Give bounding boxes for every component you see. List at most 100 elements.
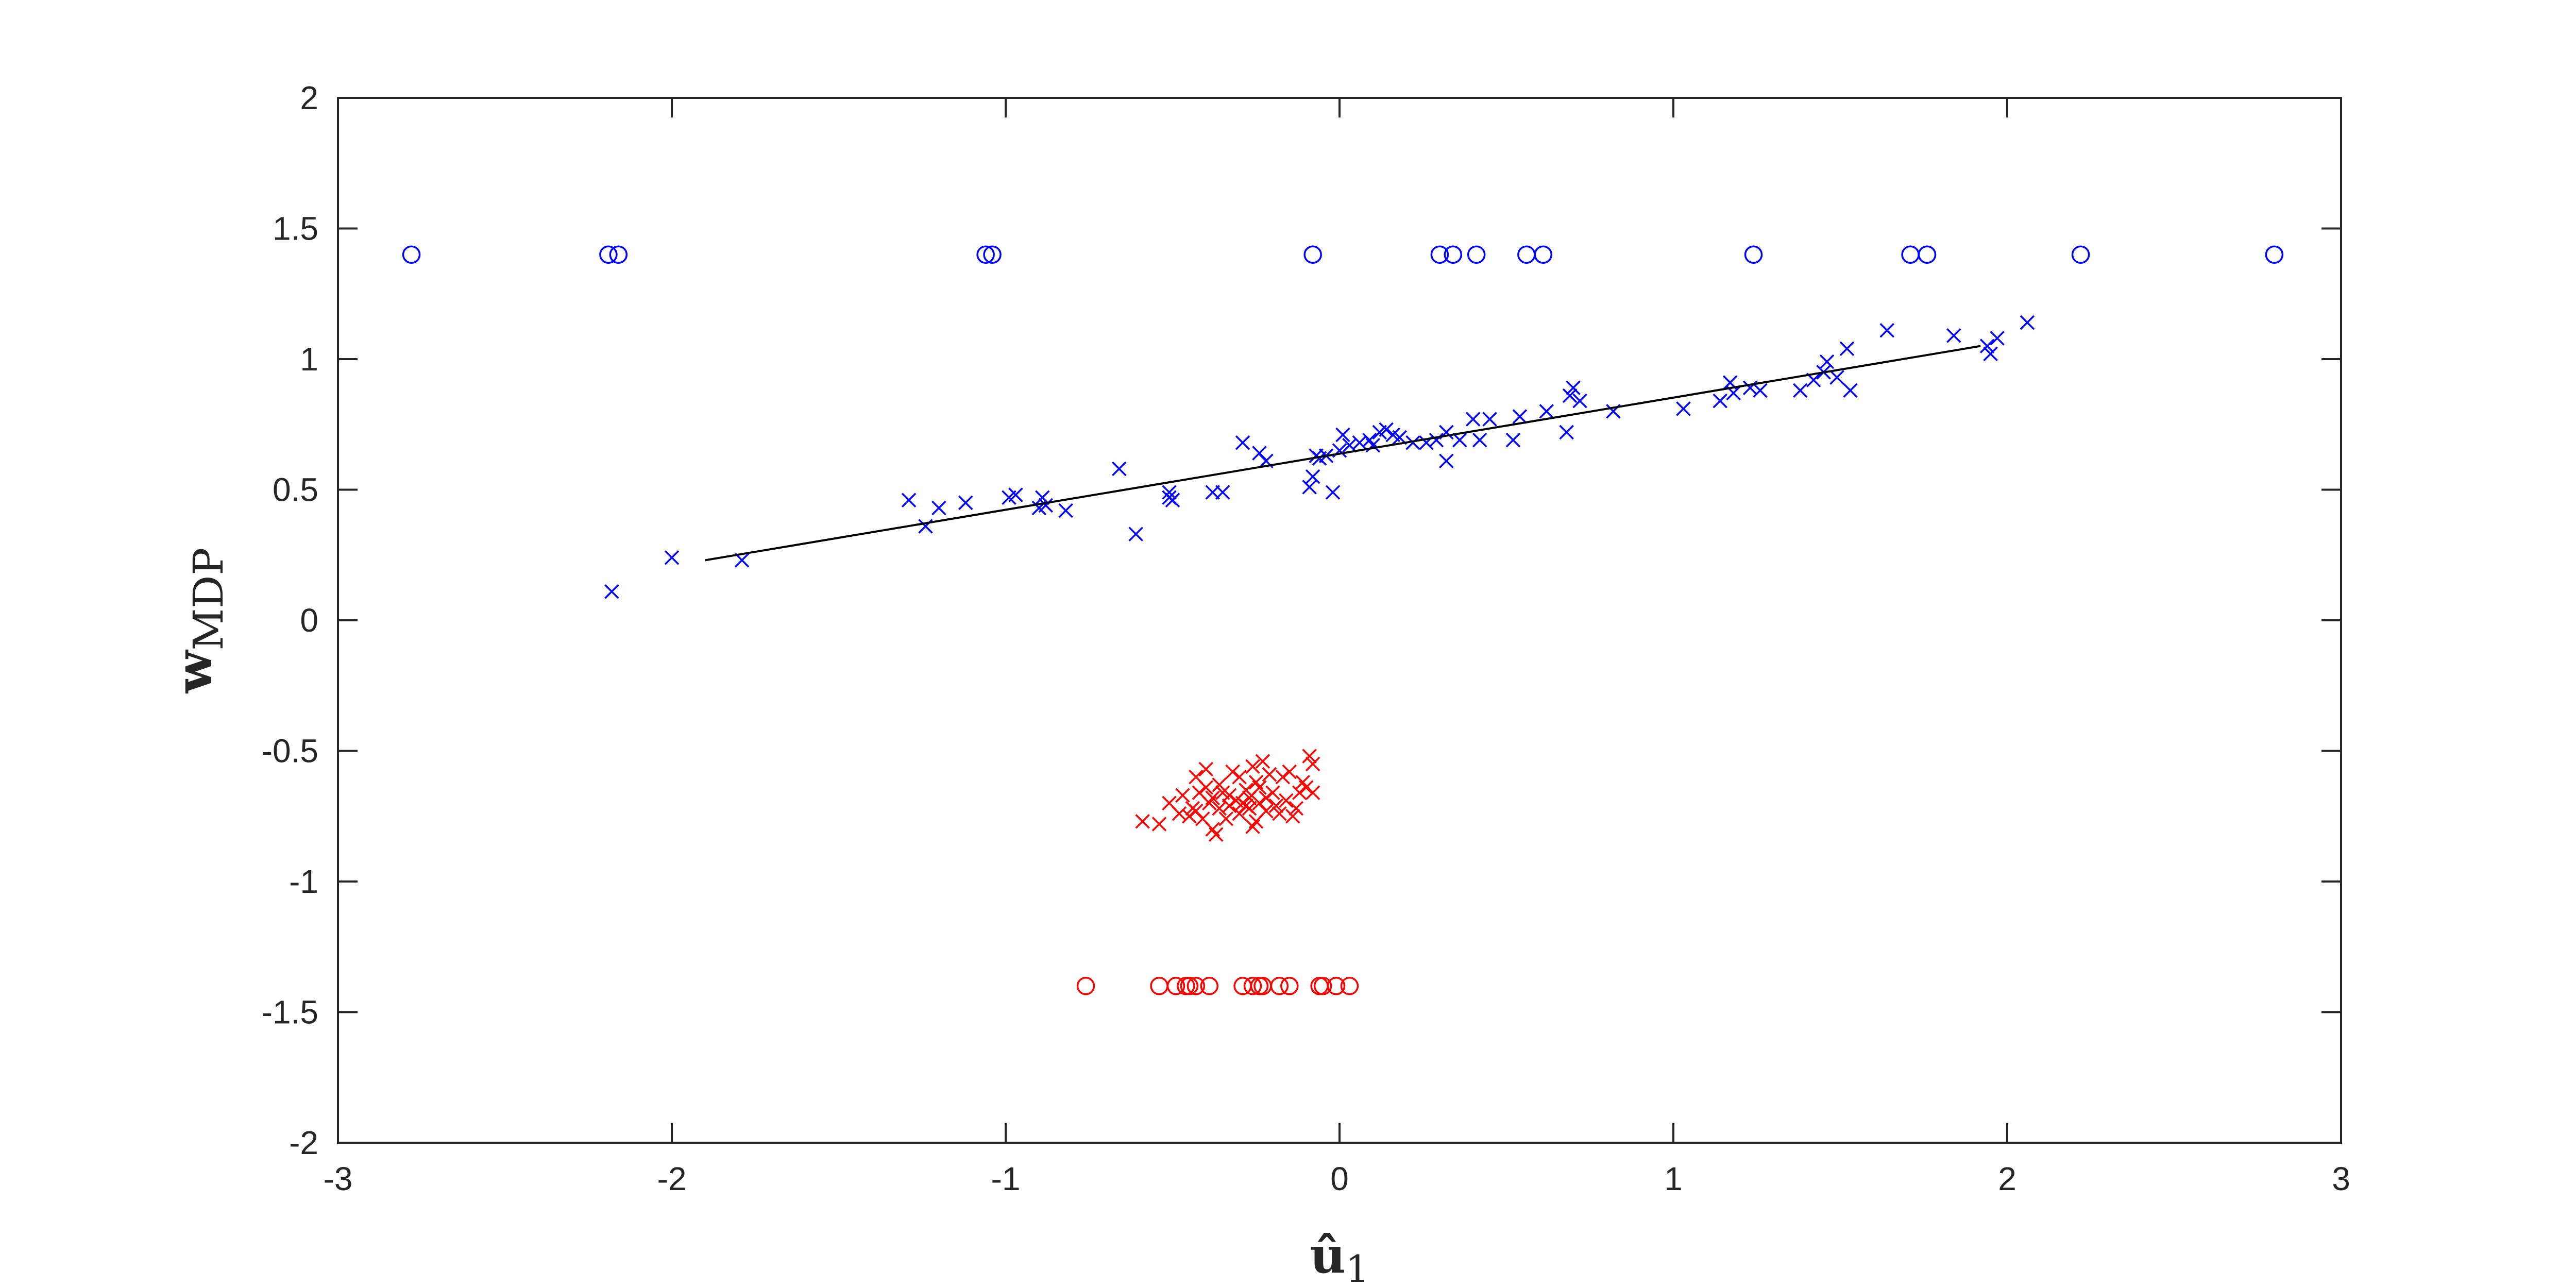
circle-point xyxy=(1280,977,1299,995)
x-point xyxy=(1753,383,1768,398)
x-point xyxy=(1222,788,1237,803)
circle-point xyxy=(1467,245,1486,264)
x-point xyxy=(958,495,973,511)
x-point xyxy=(1198,761,1214,777)
series-2-x xyxy=(1135,749,1320,842)
x-point xyxy=(1298,780,1314,795)
circle-point xyxy=(1076,977,1095,995)
x-point xyxy=(1222,798,1237,814)
axis-tick-labels: -3 -2 -1 0 1 2 3-2-1.5-1-0.500.511.52 xyxy=(262,79,2350,1197)
x-point xyxy=(1225,764,1240,779)
circle-point xyxy=(609,245,628,264)
x-point xyxy=(1292,785,1307,800)
x-point xyxy=(1135,814,1150,829)
circle-point xyxy=(2071,245,2090,264)
x-point xyxy=(931,500,946,516)
x-point xyxy=(1562,388,1578,403)
circle-point xyxy=(1243,977,1262,995)
x-point xyxy=(1429,432,1444,448)
circle-point xyxy=(1444,245,1463,264)
circle-point xyxy=(402,245,421,264)
x-point xyxy=(1245,819,1260,834)
circle-point xyxy=(2265,245,2284,264)
circle-point xyxy=(1303,245,1322,264)
circle-point xyxy=(1327,977,1346,995)
x-point xyxy=(1676,401,1691,416)
x-point xyxy=(1151,817,1167,832)
y-tick-label: 1.5 xyxy=(273,210,318,247)
x-point xyxy=(1879,323,1894,338)
x-point xyxy=(1198,780,1214,795)
x-point xyxy=(901,493,917,508)
circle-point xyxy=(1270,977,1289,995)
y-tick-label: -1 xyxy=(289,863,318,900)
x-point xyxy=(1572,393,1587,409)
x-point xyxy=(1218,811,1233,826)
x-point xyxy=(1275,769,1291,785)
x-point xyxy=(1038,498,1053,513)
x-point xyxy=(1232,769,1247,785)
x-point xyxy=(1405,435,1420,450)
x-point xyxy=(664,550,680,565)
x-point xyxy=(1212,801,1227,816)
x-point xyxy=(1285,809,1300,824)
circle-point xyxy=(1166,977,1185,995)
x-point xyxy=(1793,383,1808,398)
x-point xyxy=(1262,767,1277,782)
x-point xyxy=(1559,425,1574,440)
x-point xyxy=(1482,412,1497,427)
y-tick-label: 0 xyxy=(300,602,318,639)
x-point xyxy=(2020,315,2035,330)
y-tick-label: -2 xyxy=(289,1124,318,1161)
x-point xyxy=(1990,331,2005,346)
x-point xyxy=(1239,798,1253,814)
x-point xyxy=(1305,469,1320,484)
x-point xyxy=(1713,393,1727,409)
x-axis-label: û1 xyxy=(1310,1226,1369,1288)
x-point xyxy=(1182,809,1197,824)
x-tick-label: 0 xyxy=(1330,1160,1349,1197)
x-point xyxy=(1282,764,1297,779)
x-point xyxy=(1819,354,1835,369)
x-point xyxy=(1325,485,1341,500)
series-0-circle xyxy=(402,245,2284,264)
x-point xyxy=(1305,785,1320,800)
circle-point xyxy=(1200,977,1219,995)
x-point xyxy=(1268,798,1284,814)
x-point xyxy=(1512,409,1528,424)
x-point xyxy=(1302,749,1317,764)
x-point xyxy=(1165,493,1180,508)
x-point xyxy=(1566,380,1581,396)
x-point xyxy=(1162,485,1177,500)
x-point xyxy=(1439,453,1454,468)
x-point xyxy=(1302,480,1317,495)
x-point xyxy=(1245,759,1260,774)
x-point xyxy=(1843,383,1858,398)
x-point xyxy=(1539,404,1554,419)
x-tick-label: -3 xyxy=(324,1160,353,1197)
x-point xyxy=(1983,346,1998,362)
y-axis-label-subscript: MDP xyxy=(184,548,232,651)
x-point xyxy=(1259,790,1274,805)
series-3-circle xyxy=(1076,977,1359,995)
x-point xyxy=(604,584,619,599)
y-tick-label: -0.5 xyxy=(262,733,318,770)
x-point xyxy=(1839,341,1855,356)
circle-point xyxy=(976,245,995,264)
x-point xyxy=(1112,461,1127,477)
x-point xyxy=(1209,827,1224,842)
x-point xyxy=(1008,487,1023,502)
x-point xyxy=(1279,793,1294,808)
x-point xyxy=(1265,785,1280,800)
y-tick-label: 2 xyxy=(300,79,318,116)
x-point xyxy=(1946,328,1961,343)
circle-point xyxy=(1918,245,1937,264)
x-tick-label: 2 xyxy=(1998,1160,2016,1197)
y-tick-label: 0.5 xyxy=(273,471,318,509)
circle-point xyxy=(1187,977,1206,995)
x-point xyxy=(1829,370,1844,385)
x-point xyxy=(1465,412,1481,427)
circle-point xyxy=(1744,245,1763,264)
circle-point xyxy=(983,245,1002,264)
